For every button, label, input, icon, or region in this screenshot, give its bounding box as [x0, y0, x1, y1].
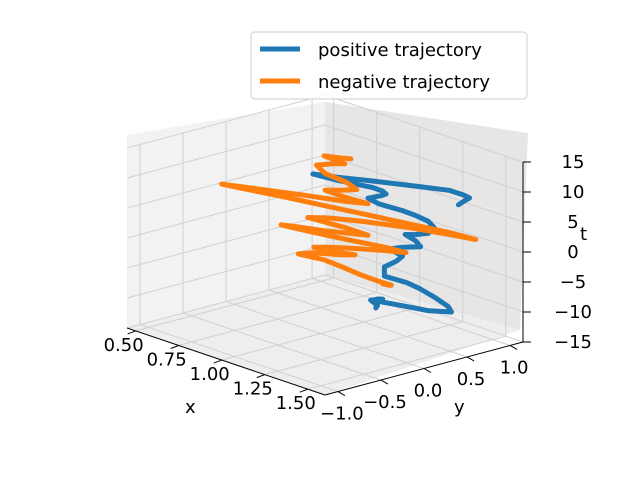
z-tick-label: 15 — [562, 152, 585, 173]
x-tick-mark — [213, 359, 222, 364]
legend: positive trajectory negative trajectory — [250, 31, 528, 100]
x-tick-mark — [256, 374, 265, 379]
grid-line-left-z — [324, 124, 524, 193]
tick-labels: 0.500.751.001.251.50 −1.0−0.5 0.0 0.5 1.0 15 1… — [104, 152, 592, 425]
y-tick-label: 0.5 — [457, 369, 486, 390]
grid-line-right-z — [126, 274, 326, 329]
z-tick-label: −5 — [560, 272, 587, 293]
y-tick-label: 0.0 — [414, 381, 443, 402]
grid-line-right-z — [126, 124, 326, 179]
grid-line-floor-y — [268, 289, 468, 358]
y-tick-mark — [423, 368, 432, 373]
y-tick-label: 1.0 — [500, 357, 529, 378]
y-tick-mark — [509, 345, 518, 350]
legend-label-negative: negative trajectory — [318, 72, 490, 93]
axes-panes — [127, 102, 528, 395]
legend-label-positive: positive trajectory — [318, 40, 482, 61]
y-tick-label: −1.0 — [320, 404, 364, 425]
grid-line-right-z — [126, 94, 326, 149]
grid-line-left-z — [324, 214, 524, 283]
series-lines — [219, 153, 479, 315]
y-tick-mark — [337, 391, 346, 396]
grid-line-floor-y — [182, 312, 382, 381]
x-axis-line — [126, 327, 326, 396]
grid-line-left-z — [324, 244, 524, 313]
grid-line-right-z — [126, 154, 326, 209]
x-tick-label: 1.50 — [276, 393, 316, 414]
x-tick-mark — [170, 345, 179, 349]
grid-line-floor-y — [225, 301, 425, 369]
right-pane — [325, 102, 528, 330]
z-tick-label: −10 — [554, 302, 592, 323]
x-tick-label: 0.50 — [104, 335, 144, 356]
z-tick-label: 0 — [567, 242, 578, 263]
z-tick-label: 5 — [567, 212, 578, 233]
x-tick-label: 0.75 — [147, 349, 187, 370]
z-tick-label: 10 — [562, 182, 585, 203]
series-line-negative — [219, 153, 479, 288]
y-tick-label: −0.5 — [363, 392, 407, 413]
x-tick-label: 1.25 — [233, 379, 273, 400]
grid-line-right-z — [126, 244, 326, 299]
grid-line-left-z — [324, 94, 524, 163]
x-axis-label: x — [185, 397, 196, 418]
x-tick-label: 1.00 — [190, 364, 230, 385]
y-tick-mark — [466, 356, 475, 362]
z-tick-label: −15 — [554, 332, 592, 353]
legend-box — [250, 31, 528, 100]
x-tick-mark — [127, 330, 136, 335]
grid-line-floor-y — [139, 324, 339, 393]
z-axis-label: t — [580, 224, 587, 245]
y-axis-label: y — [454, 397, 465, 418]
x-tick-mark — [299, 388, 308, 393]
grid-line-floor-y — [311, 277, 511, 346]
y-tick-mark — [380, 379, 389, 385]
